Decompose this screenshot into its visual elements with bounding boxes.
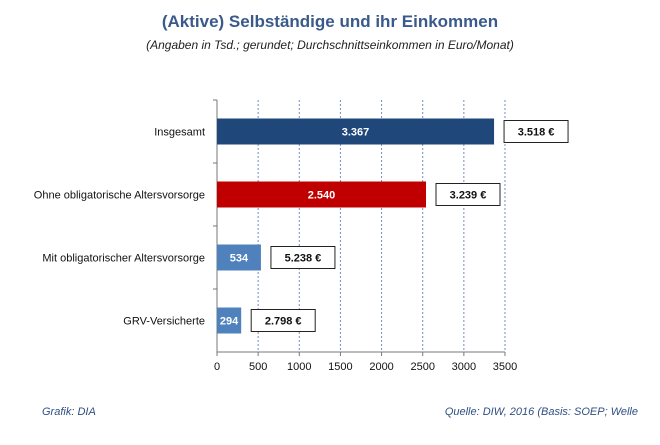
income-label: 3.239 € (450, 190, 487, 202)
income-label: 2.798 € (265, 316, 302, 328)
x-tick-label: 2000 (369, 361, 393, 373)
bar-value-label: 2.540 (308, 190, 336, 202)
category-label: Insgesamt (154, 127, 205, 139)
x-tick-label: 1500 (328, 361, 352, 373)
bar-value-label: 294 (220, 316, 239, 328)
category-label: GRV-Versicherte (123, 316, 205, 328)
x-tick-label: 3500 (493, 361, 517, 373)
income-box (270, 246, 336, 269)
x-tick-label: 3000 (452, 361, 476, 373)
bar-value-label: 3.367 (342, 127, 370, 139)
bar (217, 307, 242, 334)
x-tick-label: 2500 (410, 361, 434, 373)
footer-source: Quelle: DIW, 2016 (Basis: SOEP; Welle (444, 406, 638, 418)
category-label: Mit obligatorischer Altersvorsorge (42, 253, 205, 265)
income-box (250, 309, 316, 332)
bar (217, 118, 495, 145)
chart-title: (Aktive) Selbständige und ihr Einkommen (161, 12, 499, 31)
income-box (503, 120, 569, 143)
income-box (435, 183, 501, 206)
category-label: Ohne obligatorische Altersvorsorge (34, 190, 205, 202)
bar (217, 244, 261, 271)
income-label: 5.238 € (285, 253, 322, 265)
bar-value-label: 534 (230, 253, 249, 265)
chart-subtitle: (Angaben in Tsd.; gerundet; Durchschnitt… (146, 38, 514, 52)
x-tick-label: 0 (214, 361, 220, 373)
income-label: 3.518 € (518, 127, 555, 139)
x-tick-label: 1000 (287, 361, 311, 373)
footer-credit: Grafik: DIA (42, 406, 96, 418)
x-tick-label: 500 (249, 361, 267, 373)
bar (217, 181, 427, 208)
